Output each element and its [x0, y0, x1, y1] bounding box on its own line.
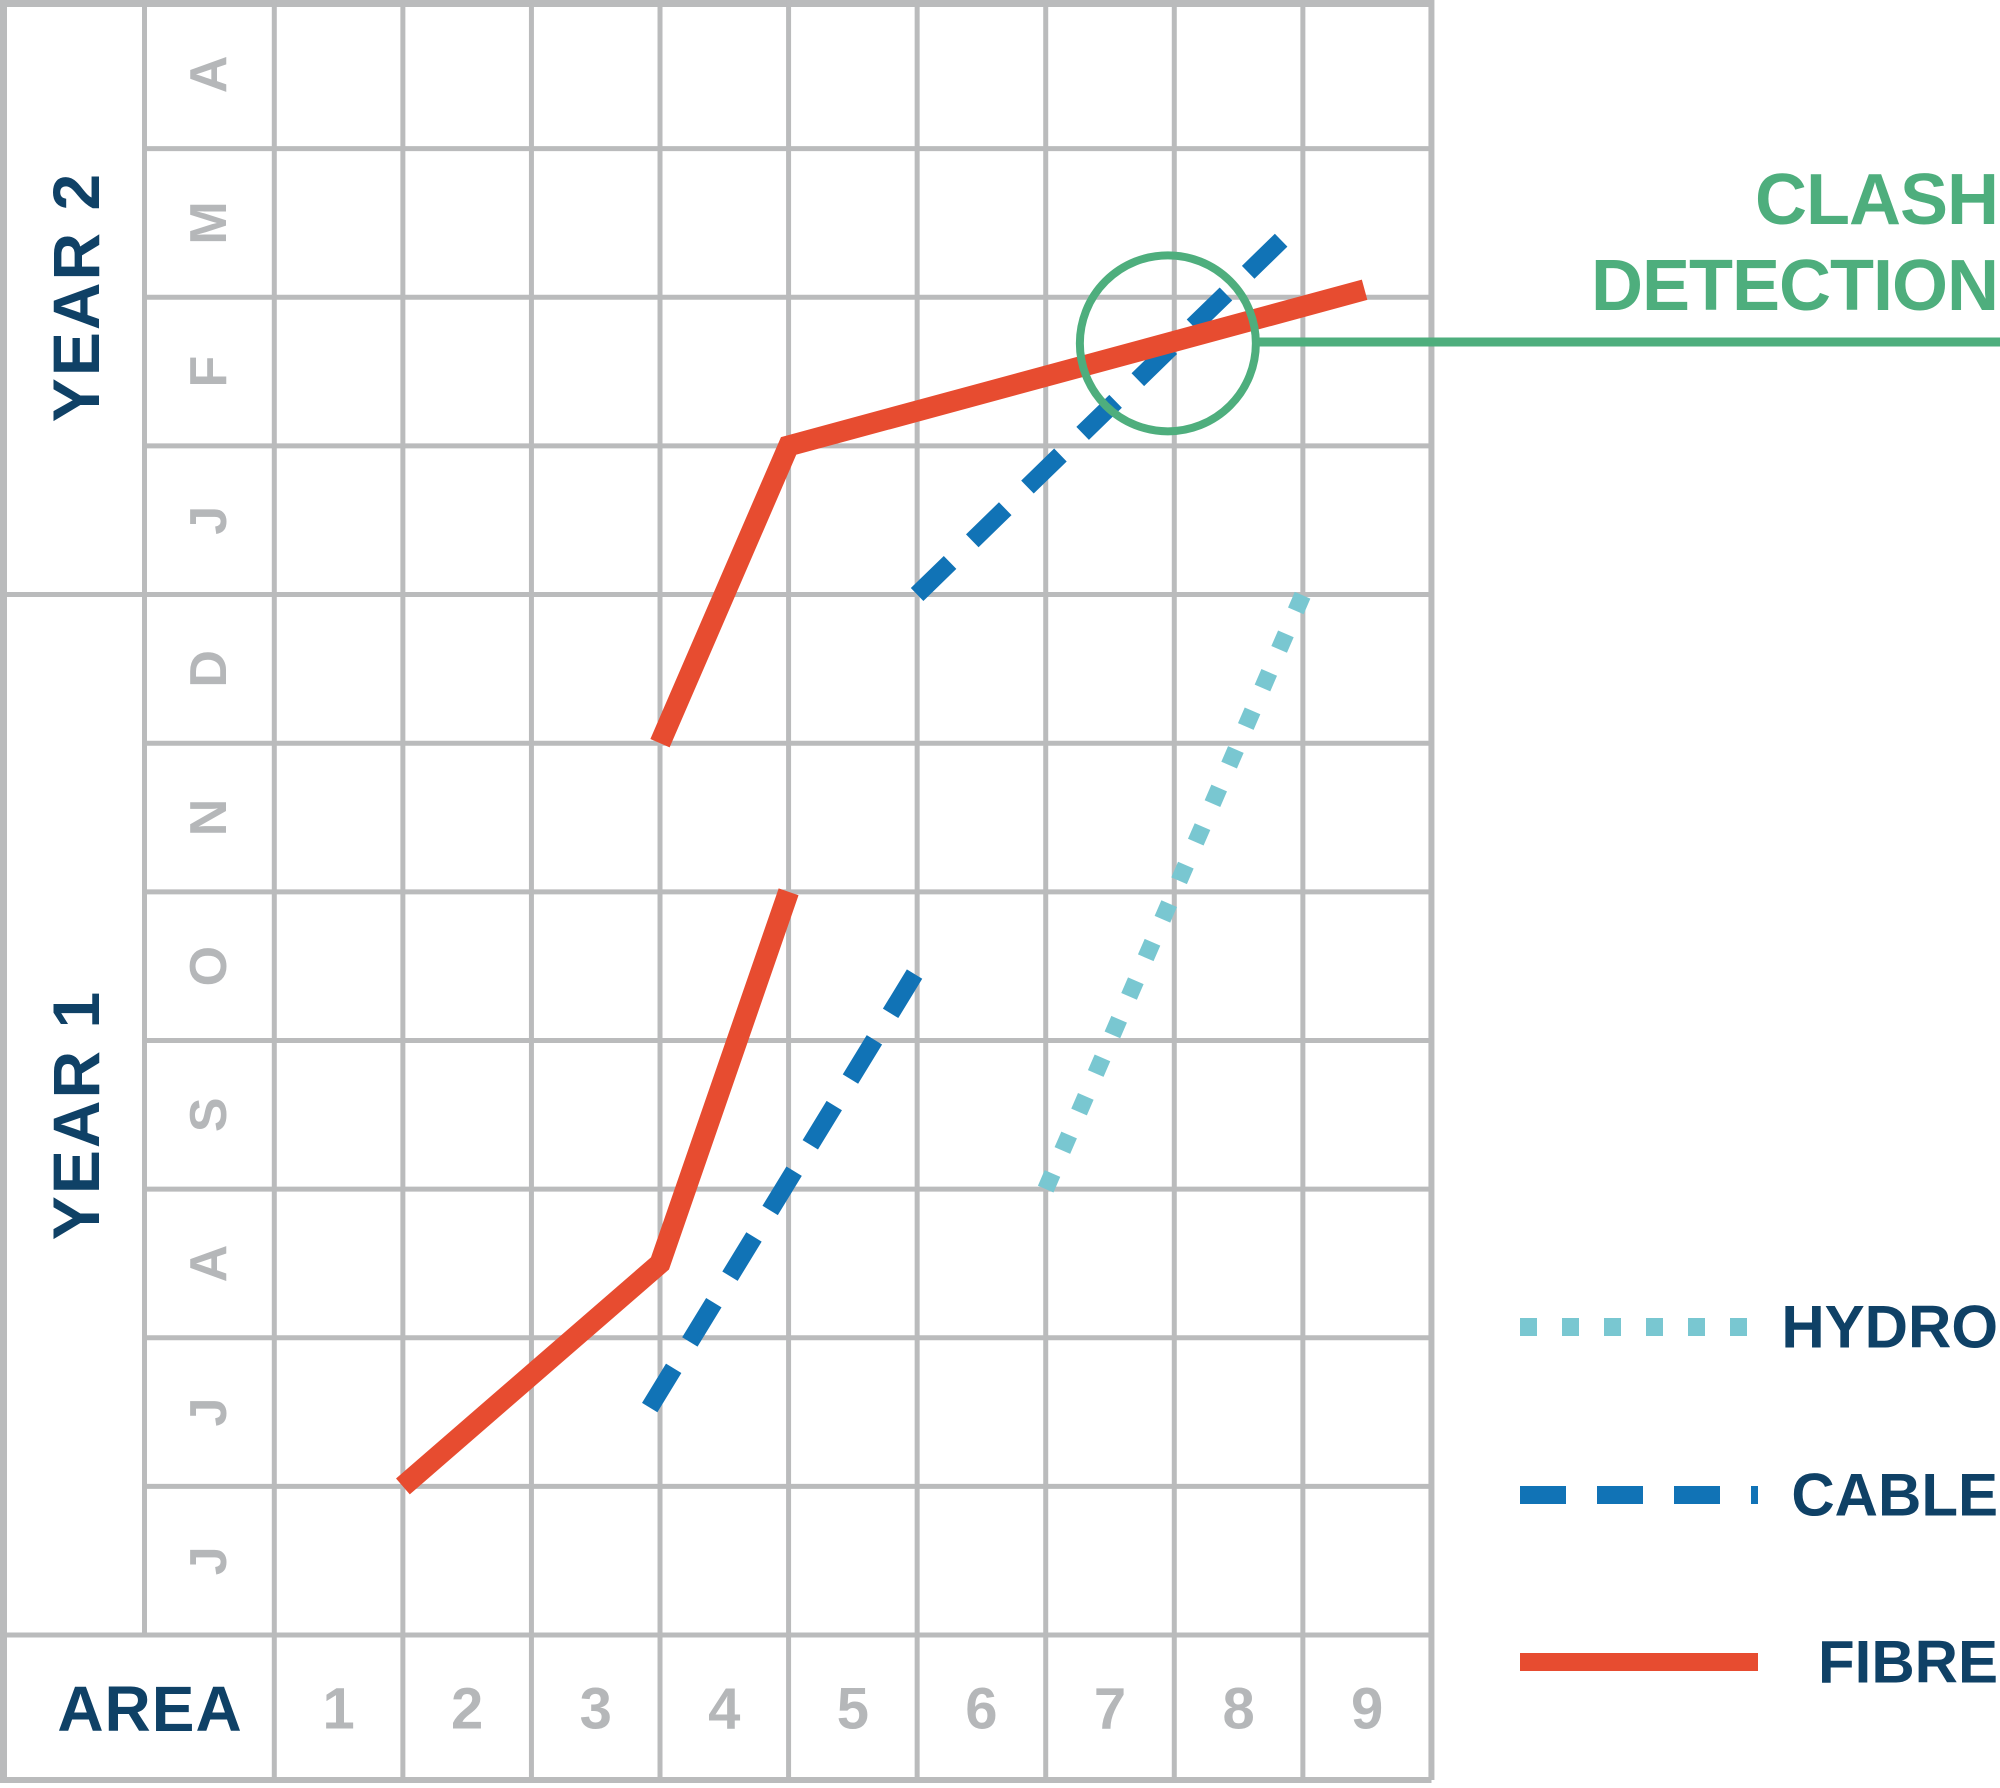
- area-number: 5: [837, 1677, 869, 1742]
- month-label: J: [180, 1398, 238, 1427]
- clash-circle: [1075, 251, 1260, 436]
- month-label: J: [180, 1546, 238, 1575]
- series-line-fibre: [396, 888, 799, 1495]
- area-number-labels: 1 2 3 4 5 6 7 8 9: [322, 1677, 1383, 1742]
- legend-label-cable: CABLE: [1791, 1462, 1998, 1529]
- month-label: S: [180, 1097, 238, 1132]
- year-1-label: YEAR 1: [39, 990, 113, 1240]
- area-axis-label: AREA: [57, 1673, 242, 1745]
- month-label: M: [180, 201, 238, 244]
- area-number: 2: [451, 1677, 483, 1742]
- area-number: 4: [708, 1677, 740, 1742]
- area-number: 9: [1351, 1677, 1383, 1742]
- month-label: A: [180, 56, 238, 94]
- month-label: O: [180, 946, 238, 986]
- clash-annotation: CLASH DETECTION: [1075, 160, 2000, 436]
- month-label: J: [180, 506, 238, 535]
- legend-item-hydro: HYDRO: [1520, 1294, 1998, 1361]
- month-label: A: [180, 1245, 238, 1283]
- clash-title-line-2: DETECTION: [1591, 246, 1998, 326]
- month-label: F: [180, 356, 238, 388]
- area-number: 1: [322, 1677, 354, 1742]
- series-lines: [396, 231, 1368, 1495]
- month-axis-labels: A M F J D N O S A J J: [180, 56, 238, 1576]
- legend-item-cable: CABLE: [1520, 1462, 1998, 1529]
- area-number: 8: [1222, 1677, 1254, 1742]
- area-number: 7: [1094, 1677, 1126, 1742]
- legend: HYDRO CABLE FIBRE: [1520, 1294, 1998, 1696]
- legend-label-hydro: HYDRO: [1781, 1294, 1998, 1361]
- series-line-cable: [642, 952, 933, 1413]
- series-line-cable: [910, 231, 1290, 601]
- series-line-fibre: [650, 279, 1368, 748]
- clash-title-line-1: CLASH: [1755, 160, 1998, 240]
- area-number: 3: [580, 1677, 612, 1742]
- legend-item-fibre: FIBRE: [1520, 1629, 1998, 1696]
- month-label: N: [180, 799, 238, 837]
- year-2-label: YEAR 2: [39, 172, 113, 422]
- month-label: D: [180, 650, 238, 688]
- legend-label-fibre: FIBRE: [1818, 1629, 1998, 1696]
- area-number: 6: [965, 1677, 997, 1742]
